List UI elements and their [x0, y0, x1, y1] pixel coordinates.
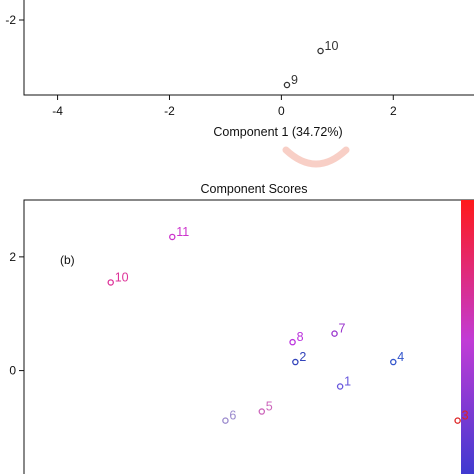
- panel-b-point-marker: [169, 233, 176, 241]
- panel-b-point-marker: [289, 338, 296, 346]
- panel-b-point-5: 5: [258, 400, 273, 415]
- panel-a-point-9: 9: [283, 73, 298, 89]
- panel-b-point-10: 10: [107, 270, 129, 286]
- panel-b-point-label: 2: [299, 350, 306, 364]
- panel-b-point-label: 8: [297, 330, 304, 344]
- panel-b-point-label: 11: [176, 225, 189, 239]
- panel-b-point-label: 7: [339, 322, 346, 336]
- panel-b-point-4: 4: [390, 350, 404, 366]
- panel-a-point-marker: [317, 47, 324, 55]
- panel-b-point-2: 2: [292, 350, 306, 366]
- panel-a-point-10: 10: [317, 39, 339, 55]
- panel-b-y-tick-label: 2: [9, 250, 16, 264]
- panel-b-points: 11 10 8 7 2 4 1 5 6 3: [107, 225, 469, 424]
- panel-b-point-11: 11: [169, 225, 189, 241]
- panel-b-title: Component Scores: [200, 182, 307, 196]
- panel-a-point-marker: [283, 81, 291, 89]
- panel-b-point-8: 8: [289, 330, 304, 346]
- panel-a-x-tick-label: 2: [390, 104, 397, 118]
- panel-b-label: (b): [60, 253, 75, 267]
- panel-a-x-tick-label: 0: [278, 104, 285, 118]
- panel-b-point-marker: [107, 279, 114, 286]
- panel-b-point-marker: [390, 358, 397, 366]
- panel-b-point-7: 7: [331, 322, 346, 337]
- panel-a-points: 10 9: [283, 39, 339, 89]
- panel-a-y-tick-label: -2: [5, 13, 16, 27]
- panel-b-point-label: 1: [344, 375, 351, 389]
- panel-b-point-3: 3: [454, 409, 469, 424]
- panel-b-point-6: 6: [222, 409, 236, 424]
- panel-a-point-label: 10: [325, 39, 339, 53]
- panel-b-y-ticks: -202: [9, 250, 24, 378]
- panel-a-x-axis-title: Component 1 (34.72%): [213, 125, 342, 139]
- panel-b-point-marker: [336, 383, 344, 390]
- panel-a-point-label: 9: [291, 73, 298, 87]
- panel-b-point-1: 1: [336, 375, 351, 390]
- panel-b-plot-frame: [23, 199, 474, 474]
- panel-a-y-ticks: -2: [5, 13, 24, 27]
- panel-a-plot-frame: [23, 0, 474, 96]
- panel-b-point-marker: [258, 408, 266, 415]
- panel-a-scatter: -4 -2 0 2 -2 10 9 Component 1 (34.72%): [5, 0, 474, 139]
- panel-a-x-tick-label: -2: [164, 104, 175, 118]
- panel-b-point-label: 5: [266, 400, 273, 414]
- panel-b-point-marker: [454, 417, 461, 424]
- panel-b-point-label: 4: [397, 350, 404, 364]
- decorative-arc: [282, 146, 350, 168]
- panel-b-point-marker: [331, 330, 338, 337]
- panel-b-point-marker: [222, 417, 229, 424]
- panel-a-x-ticks: -4 -2 0 2: [52, 95, 397, 118]
- panel-b-point-label: 6: [229, 409, 236, 423]
- panel-b-colorbar: [461, 200, 474, 474]
- panel-b-point-label: 3: [462, 409, 469, 423]
- panel-b-y-tick-label: 0: [9, 364, 16, 378]
- panel-b-point-marker: [292, 358, 299, 366]
- panel-a-x-tick-label: -4: [52, 104, 63, 118]
- panel-b-point-label: 10: [115, 270, 129, 284]
